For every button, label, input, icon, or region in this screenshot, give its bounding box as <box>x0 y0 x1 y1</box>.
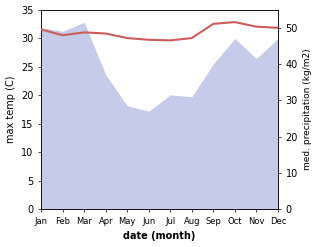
Y-axis label: med. precipitation (kg/m2): med. precipitation (kg/m2) <box>303 49 313 170</box>
Y-axis label: max temp (C): max temp (C) <box>5 76 16 143</box>
X-axis label: date (month): date (month) <box>123 231 196 242</box>
